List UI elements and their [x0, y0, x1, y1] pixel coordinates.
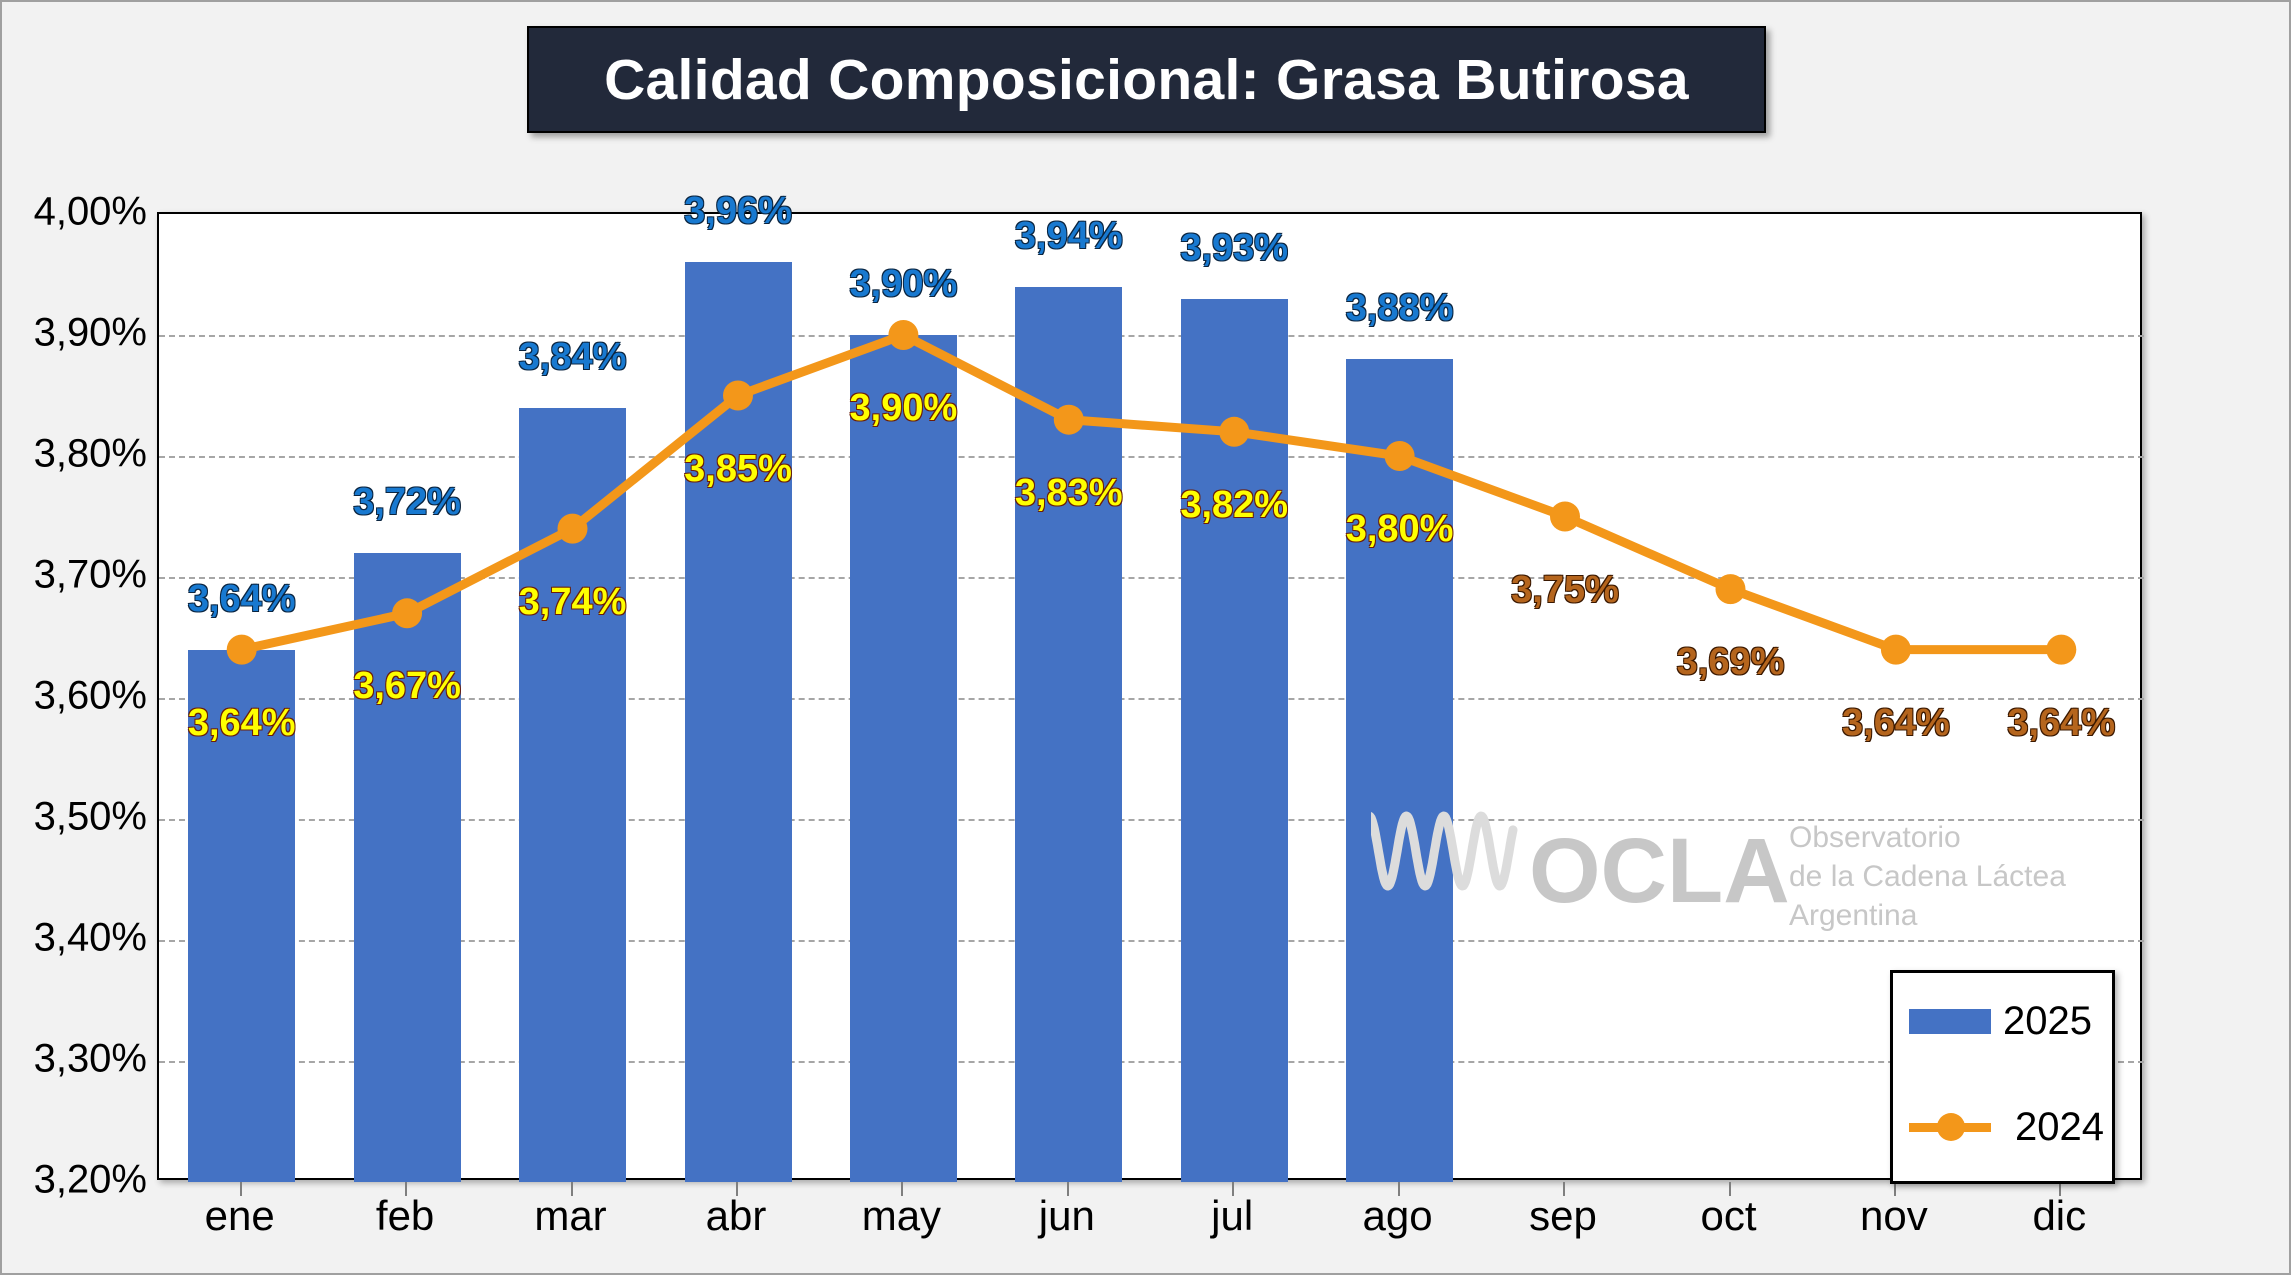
svg-text:Argentina: Argentina	[1789, 899, 1918, 932]
svg-text:OCLA: OCLA	[1529, 820, 1790, 922]
svg-text:Observatorio: Observatorio	[1789, 821, 1961, 854]
svg-text:de la Cadena Láctea: de la Cadena Láctea	[1789, 860, 2066, 893]
